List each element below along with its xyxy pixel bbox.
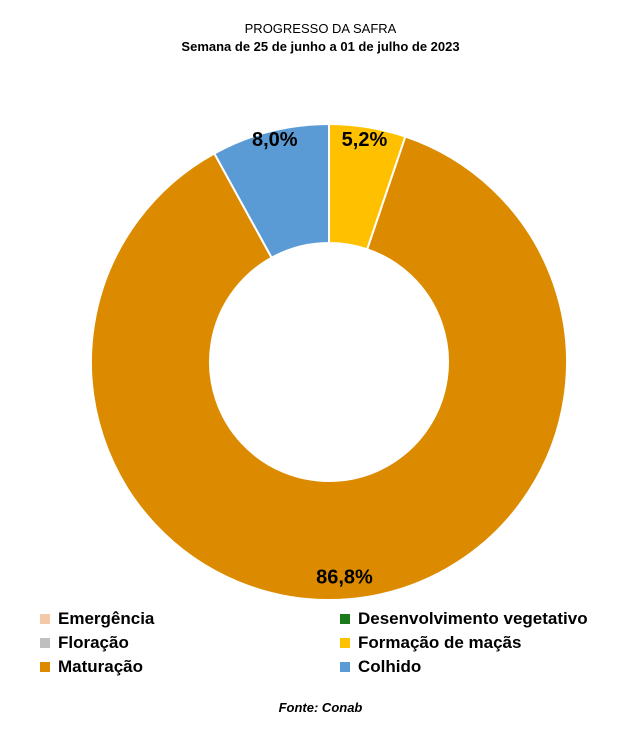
doughnut-chart: 5,2% 86,8% 8,0% (90, 122, 568, 600)
legend-item-emergencia: Emergência (40, 608, 154, 630)
legend-label: Emergência (58, 609, 155, 628)
chart-legend: Emergência Desenvolvimento vegetativo Fl… (0, 608, 641, 680)
legend-label: Desenvolvimento vegetativo (358, 609, 588, 628)
legend-label: Colhido (358, 657, 422, 676)
legend-item-desenvolvimento-vegetativo: Desenvolvimento vegetativo (340, 608, 588, 630)
legend-swatch (340, 662, 350, 672)
legend-swatch (340, 638, 350, 648)
slice-colhido (212, 122, 330, 260)
chart-subtitle: Semana de 25 de junho a 01 de julho de 2… (181, 39, 460, 54)
data-label-formação-de-maçãs: 5,2% (342, 129, 388, 151)
legend-label: Formação de maçãs (358, 633, 522, 652)
legend-item-colhido: Colhido (340, 656, 421, 678)
chart-slices (90, 122, 568, 600)
legend-swatch (40, 638, 50, 648)
legend-label: Maturação (58, 657, 144, 676)
legend-item-floracao: Floração (40, 632, 129, 654)
slice-maturação (90, 135, 568, 600)
data-label-maturação: 86,8% (316, 566, 373, 588)
legend-swatch (40, 614, 50, 624)
legend-item-formacao-de-macas: Formação de maçãs (340, 632, 521, 654)
legend-label: Floração (58, 633, 129, 652)
legend-swatch (40, 662, 50, 672)
legend-swatch (340, 614, 350, 624)
data-label-colhido: 8,0% (252, 129, 298, 151)
chart-data-labels: 5,2% 86,8% 8,0% (252, 129, 387, 588)
chart-title: PROGRESSO DA SAFRA (244, 21, 397, 36)
source-note: Fonte: Conab (278, 700, 363, 715)
legend-item-maturacao: Maturação (40, 656, 143, 678)
